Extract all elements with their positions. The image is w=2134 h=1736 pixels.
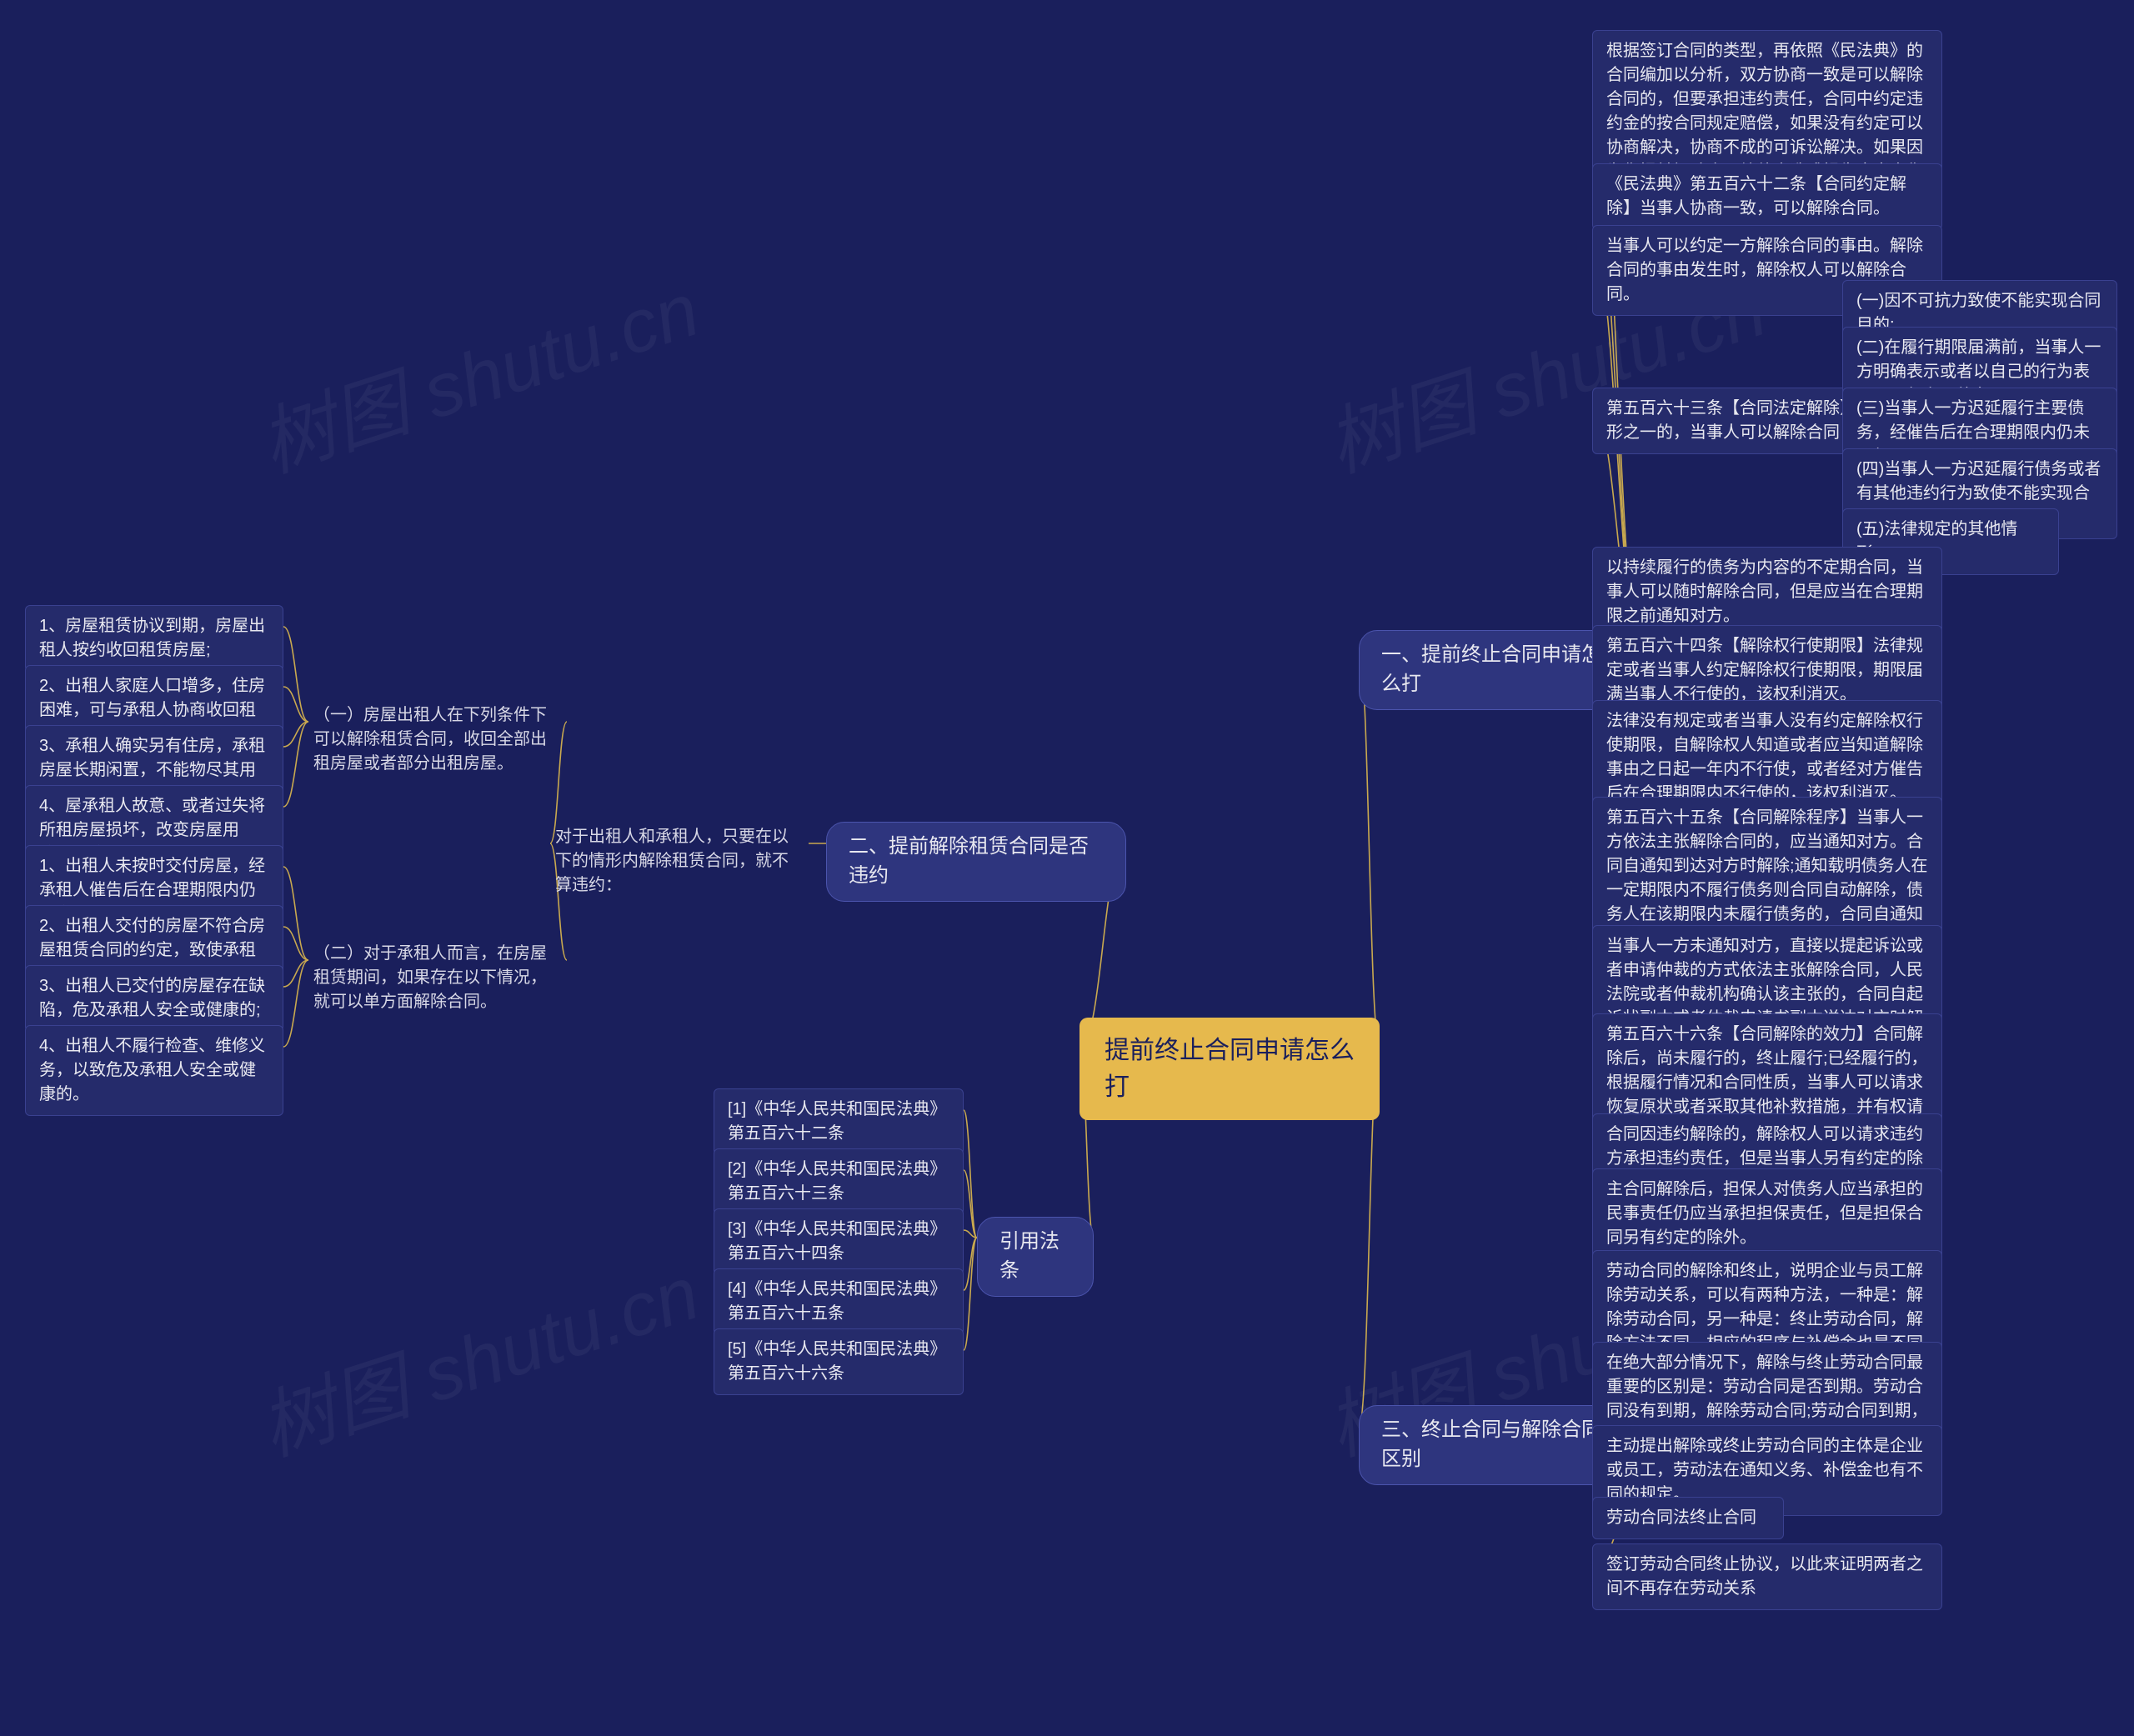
watermark-1: 树图 shutu.cn — [244, 249, 710, 493]
edge-n2b-n2b4 — [283, 960, 308, 1047]
edge-b4-n4d — [964, 1238, 977, 1290]
edge-b4-n4c — [964, 1230, 977, 1238]
node-n3d[interactable]: 劳动合同法终止合同 — [1592, 1497, 1784, 1539]
node-n2a1[interactable]: 1、房屋租赁协议到期，房屋出租人按约收回租赁房屋; — [25, 605, 283, 672]
node-n3e[interactable]: 签订劳动合同终止协议，以此来证明两者之间不再存在劳动关系 — [1592, 1543, 1942, 1610]
node-n1b[interactable]: 《民法典》第五百六十二条【合同约定解除】当事人协商一致，可以解除合同。 — [1592, 163, 1942, 230]
node-n4d[interactable]: [4]《中华人民共和国民法典》 第五百六十五条 — [714, 1268, 964, 1335]
node-n2a[interactable]: （一）房屋出租人在下列条件下可以解除租赁合同，收回全部出租房屋或者部分出租房屋。 — [308, 700, 567, 779]
node-n1l[interactable]: 主合同解除后，担保人对债务人应当承担的民事责任仍应当承担担保责任，但是担保合同另… — [1592, 1168, 1942, 1259]
node-n4b[interactable]: [2]《中华人民共和国民法典》 第五百六十三条 — [714, 1148, 964, 1215]
node-n4c[interactable]: [3]《中华人民共和国民法典》 第五百六十四条 — [714, 1208, 964, 1275]
edge-n2a-n2a1 — [283, 627, 308, 722]
edge-b4-n4b — [964, 1170, 977, 1238]
node-n4e[interactable]: [5]《中华人民共和国民法典》 第五百六十六条 — [714, 1328, 964, 1395]
edge-n2b-n2b1 — [283, 867, 308, 960]
edge-b4-n4e — [964, 1238, 977, 1350]
node-root[interactable]: 提前终止合同申请怎么打 — [1080, 1018, 1380, 1120]
node-b4[interactable]: 引用法条 — [977, 1217, 1094, 1297]
watermark-3: 树图 shutu.cn — [244, 1233, 710, 1476]
edge-n2b-n2b3 — [283, 960, 308, 987]
edge-n2a-n2a4 — [283, 722, 308, 807]
node-n2p[interactable]: 对于出租人和承租人，只要在以下的情形内解除租赁合同，就不算违约： — [550, 822, 809, 901]
node-n2b4[interactable]: 4、出租人不履行检查、维修义务，以致危及承租人安全或健康的。 — [25, 1025, 283, 1116]
node-n2b3[interactable]: 3、出租人已交付的房屋存在缺陷，危及承租人安全或健康的; — [25, 965, 283, 1032]
node-n4a[interactable]: [1]《中华人民共和国民法典》 第五百六十二条 — [714, 1088, 964, 1155]
node-b2[interactable]: 二、提前解除租赁合同是否违约 — [826, 822, 1126, 902]
node-n2b[interactable]: （二）对于承租人而言，在房屋租赁期间，如果存在以下情况，就可以单方面解除合同。 — [308, 938, 567, 1018]
node-n1e[interactable]: 以持续履行的债务为内容的不定期合同，当事人可以随时解除合同，但是应当在合理期限之… — [1592, 547, 1942, 638]
edge-b4-n4a — [964, 1110, 977, 1238]
edge-n2a-n2a2 — [283, 687, 308, 722]
edge-root-b1 — [1359, 652, 1380, 1047]
edge-n2b-n2b2 — [283, 927, 308, 960]
edge-n2a-n2a3 — [283, 722, 308, 747]
